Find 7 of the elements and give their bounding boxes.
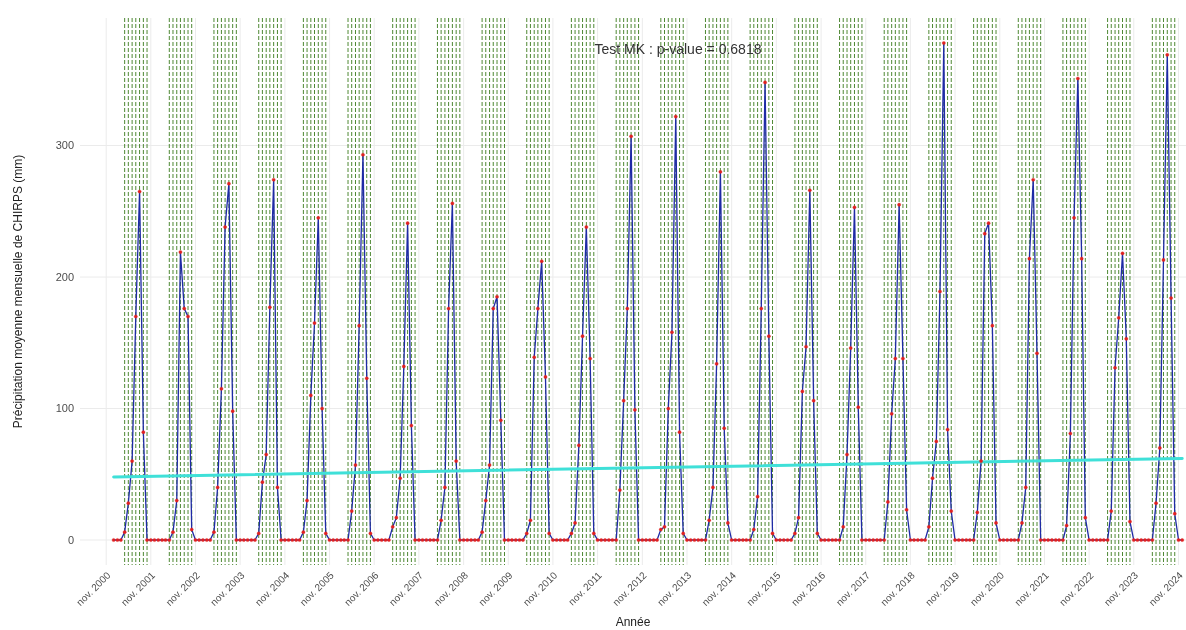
y-tick-label: 0 [67, 533, 74, 546]
y-tick-label: 100 [55, 402, 74, 415]
annotation: Test MK : p-value = 0.6818 [594, 41, 762, 57]
y-axis-title: Précipitation moyenne mensuelle de CHIRPS (mm) [11, 154, 25, 429]
y-tick-label: 200 [55, 270, 74, 283]
x-axis-title: Année [615, 615, 651, 629]
y-tick-label: 300 [55, 139, 74, 152]
